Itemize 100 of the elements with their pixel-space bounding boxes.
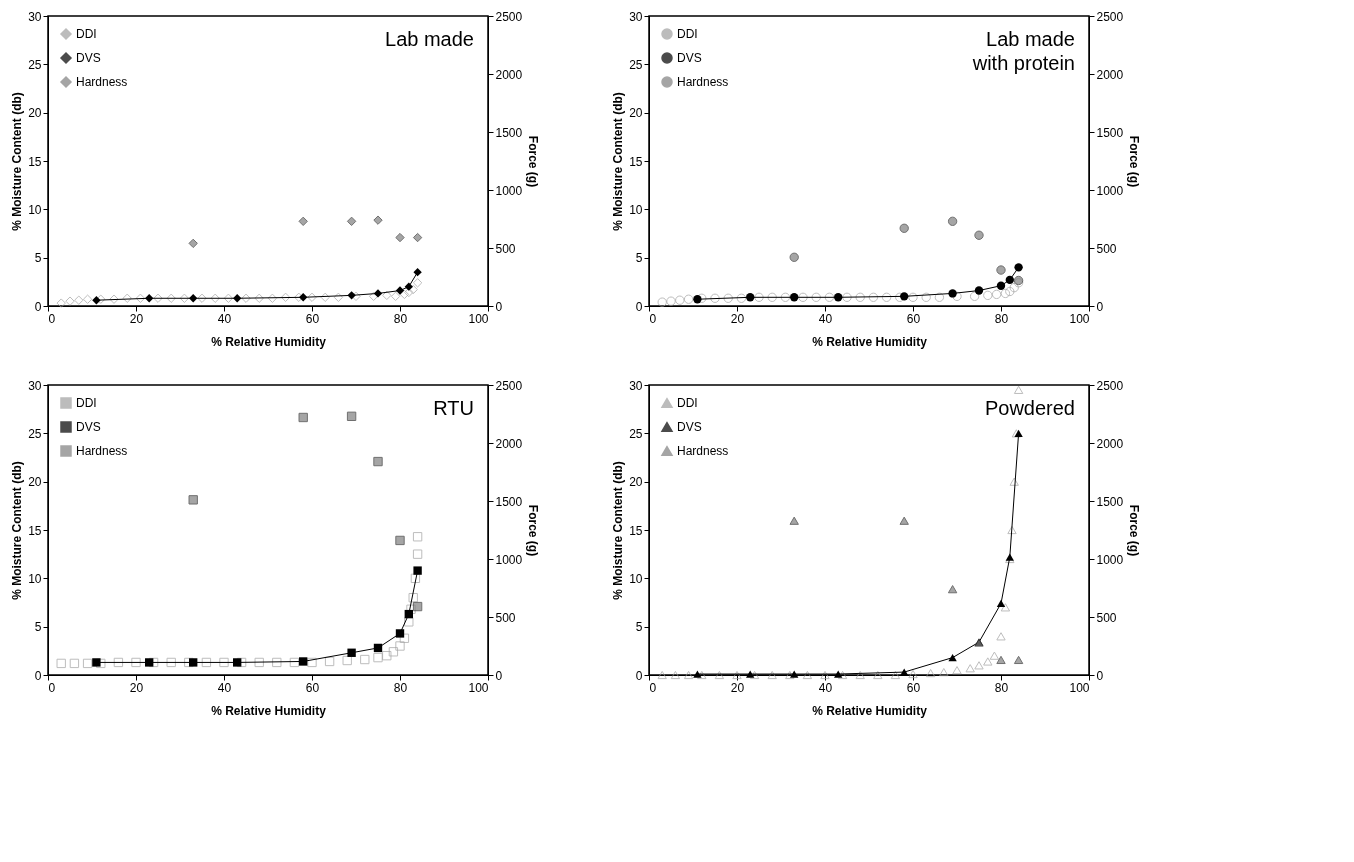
x-tick-label: 20	[129, 680, 144, 695]
legend-label: DVS	[76, 51, 101, 65]
x-tick-label: 20	[730, 311, 745, 326]
legend-label: DVS	[677, 420, 702, 434]
y2-tick-label: 1000	[495, 183, 523, 198]
x-tick-label: 100	[1069, 311, 1090, 326]
x-tick-label: 20	[129, 311, 144, 326]
y-tick-label: 10	[629, 571, 643, 586]
x-tick-label: 100	[468, 680, 489, 695]
y-tick-label: 30	[28, 9, 42, 24]
x-tick-label: 40	[818, 680, 833, 695]
y2-tick-label: 500	[495, 610, 516, 625]
y2-axis-title: Force (g)	[526, 504, 541, 557]
y-axis-title: % Moisture Content (db)	[611, 461, 626, 600]
y-tick-label: 0	[635, 299, 643, 314]
legend-label: DDI	[76, 396, 97, 410]
y-tick-label: 0	[34, 668, 42, 683]
y2-tick-label: 500	[1096, 241, 1117, 256]
y-tick-label: 20	[629, 475, 643, 490]
y-tick-label: 5	[34, 620, 42, 635]
x-tick-label: 40	[818, 311, 833, 326]
y2-axis-title: Force (g)	[1127, 504, 1142, 557]
y2-tick-label: 500	[495, 241, 516, 256]
legend-label: Hardness	[677, 75, 729, 89]
y-tick-label: 15	[28, 154, 42, 169]
y-axis-title: % Moisture Content (db)	[10, 461, 25, 600]
legend-label: DVS	[677, 51, 702, 65]
y2-tick-label: 2500	[1096, 378, 1124, 393]
y-axis-title: % Moisture Content (db)	[10, 92, 25, 231]
y2-axis-title: Force (g)	[526, 135, 541, 188]
y-tick-label: 0	[34, 299, 42, 314]
x-tick-label: 40	[217, 311, 232, 326]
y2-tick-label: 1500	[495, 125, 523, 140]
x-axis-title: % Relative Humidity	[812, 334, 928, 349]
y-tick-label: 20	[28, 106, 42, 121]
y2-tick-label: 500	[1096, 610, 1117, 625]
y-tick-label: 10	[28, 202, 42, 217]
y-tick-label: 25	[28, 426, 42, 441]
x-tick-label: 60	[305, 311, 320, 326]
legend-label: DVS	[76, 420, 101, 434]
y2-tick-label: 1500	[495, 494, 523, 509]
legend-label: DDI	[677, 396, 698, 410]
y2-tick-label: 2000	[495, 436, 523, 451]
y2-tick-label: 2000	[495, 67, 523, 82]
legend-label: Hardness	[76, 75, 128, 89]
x-axis-title: % Relative Humidity	[211, 703, 327, 718]
x-tick-label: 100	[1069, 680, 1090, 695]
y-tick-label: 15	[629, 154, 643, 169]
x-tick-label: 0	[649, 311, 657, 326]
y-tick-label: 20	[28, 475, 42, 490]
y-tick-label: 25	[28, 57, 42, 72]
x-tick-label: 0	[649, 680, 657, 695]
legend-label: DDI	[677, 27, 698, 41]
y2-tick-label: 0	[1096, 668, 1104, 683]
x-tick-label: 80	[994, 311, 1009, 326]
legend-label: Hardness	[677, 444, 729, 458]
y2-tick-label: 0	[1096, 299, 1104, 314]
y2-tick-label: 2000	[1096, 436, 1124, 451]
x-tick-label: 60	[906, 680, 921, 695]
y-tick-label: 30	[28, 378, 42, 393]
x-tick-label: 60	[305, 680, 320, 695]
y2-tick-label: 2500	[1096, 9, 1124, 24]
x-tick-label: 60	[906, 311, 921, 326]
y-tick-label: 25	[629, 57, 643, 72]
y-tick-label: 30	[629, 9, 643, 24]
legend-label: Hardness	[76, 444, 128, 458]
y-axis-title: % Moisture Content (db)	[611, 92, 626, 231]
y-tick-label: 15	[28, 523, 42, 538]
x-axis-title: % Relative Humidity	[211, 334, 327, 349]
y2-tick-label: 2500	[495, 9, 523, 24]
y2-tick-label: 0	[495, 668, 503, 683]
x-tick-label: 20	[730, 680, 745, 695]
x-tick-label: 0	[48, 311, 56, 326]
y-tick-label: 10	[28, 571, 42, 586]
x-tick-label: 80	[393, 311, 408, 326]
y2-tick-label: 1000	[1096, 552, 1124, 567]
y2-tick-label: 1500	[1096, 494, 1124, 509]
y2-tick-label: 2000	[1096, 67, 1124, 82]
text: RTU	[433, 397, 474, 419]
y-tick-label: 5	[635, 620, 643, 635]
y-tick-label: 25	[629, 426, 643, 441]
text: Lab made	[385, 28, 474, 50]
x-tick-label: 0	[48, 680, 56, 695]
y2-axis-title: Force (g)	[1127, 135, 1142, 188]
x-tick-label: 100	[468, 311, 489, 326]
text: Powdered	[984, 397, 1075, 419]
y2-tick-label: 1500	[1096, 125, 1124, 140]
y-tick-label: 5	[635, 251, 643, 266]
y2-tick-label: 1000	[495, 552, 523, 567]
y-tick-label: 30	[629, 378, 643, 393]
x-tick-label: 40	[217, 680, 232, 695]
y-tick-label: 0	[635, 668, 643, 683]
y-tick-label: 15	[629, 523, 643, 538]
text: Lab made with protein	[971, 28, 1075, 74]
legend-label: DDI	[76, 27, 97, 41]
x-tick-label: 80	[994, 680, 1009, 695]
y2-tick-label: 2500	[495, 378, 523, 393]
y-tick-label: 10	[629, 202, 643, 217]
y2-tick-label: 1000	[1096, 183, 1124, 198]
y-tick-label: 20	[629, 106, 643, 121]
